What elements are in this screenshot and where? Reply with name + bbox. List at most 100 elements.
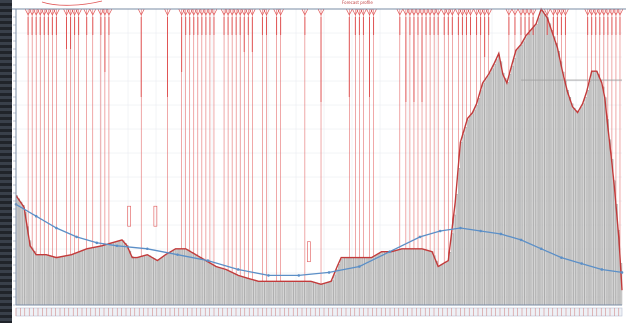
profile-bar xyxy=(204,259,207,306)
profile-bar xyxy=(193,253,196,306)
profile-bar xyxy=(595,70,598,306)
profile-bar xyxy=(66,255,69,306)
profile-bar xyxy=(460,142,463,306)
profile-bar xyxy=(189,250,192,306)
profile-bar xyxy=(322,283,325,306)
profile-bar xyxy=(515,50,518,306)
markers-layer xyxy=(24,8,624,285)
profile-bar xyxy=(569,97,572,306)
profile-bar xyxy=(458,168,460,306)
profile-bar xyxy=(53,256,56,306)
trend-point xyxy=(499,232,503,236)
profile-bar xyxy=(140,256,143,306)
profile-bar xyxy=(422,248,425,306)
profile-bar xyxy=(333,274,336,306)
trend-point xyxy=(34,214,38,218)
profile-bar xyxy=(33,250,36,306)
profile-bar xyxy=(398,249,400,306)
profile-bar xyxy=(358,257,360,306)
trend-point xyxy=(358,265,361,268)
profile-bar xyxy=(82,250,85,306)
trend-point xyxy=(418,235,422,239)
profile-bar xyxy=(415,248,418,306)
profile-bar xyxy=(571,103,574,306)
profile-bar xyxy=(502,72,505,306)
profile-bar xyxy=(98,246,100,306)
profile-bar xyxy=(271,281,274,306)
profile-bar xyxy=(409,248,412,306)
profile-bar xyxy=(186,249,189,306)
profile-bar xyxy=(329,281,332,306)
profile-bar xyxy=(442,263,445,306)
profile-bar xyxy=(533,26,536,306)
profile-bar xyxy=(373,256,376,306)
top-layer xyxy=(12,0,626,10)
trend-point xyxy=(206,259,210,262)
profile-bar xyxy=(431,251,434,306)
profile-bar xyxy=(144,255,147,306)
profile-layer xyxy=(15,7,623,291)
profile-bar xyxy=(266,281,269,306)
profile-bar xyxy=(526,34,529,306)
trend-layer xyxy=(14,203,624,277)
profile-bar xyxy=(577,111,580,306)
trend-point xyxy=(297,274,301,277)
profile-bar xyxy=(62,256,65,306)
profile-bar xyxy=(473,109,476,306)
profile-bar xyxy=(240,275,243,306)
profile-bar xyxy=(511,65,514,306)
profile-bar xyxy=(302,281,305,306)
trend-point xyxy=(327,271,331,274)
profile-bar xyxy=(75,252,78,306)
profile-bar xyxy=(289,281,292,306)
profile-bar xyxy=(244,277,247,306)
window-title-fragment: Forecast profile xyxy=(342,0,373,5)
profile-bar xyxy=(133,257,136,306)
grid-layer xyxy=(15,8,622,305)
profile-bar xyxy=(220,267,223,306)
profile-bar xyxy=(449,251,452,306)
profile-bar xyxy=(580,107,583,306)
profile-bar xyxy=(242,276,245,306)
profile-bar xyxy=(191,252,194,306)
profile-bar xyxy=(349,257,352,306)
profile-bar xyxy=(126,245,129,306)
profile-bar xyxy=(58,257,60,306)
profile-bar xyxy=(51,256,54,306)
profile-bar xyxy=(298,281,300,306)
profile-bar xyxy=(351,257,354,306)
profile-bar xyxy=(546,17,549,306)
trend-point xyxy=(115,244,119,248)
profile-bar xyxy=(115,241,118,306)
profile-bar xyxy=(433,255,436,306)
profile-bar xyxy=(386,251,389,306)
profile-bar xyxy=(171,250,174,306)
trend-point xyxy=(519,238,523,242)
profile-bar xyxy=(195,254,198,306)
profile-bar xyxy=(497,54,500,306)
profile-bar xyxy=(106,244,109,306)
profile-bar xyxy=(493,64,496,306)
profile-bar xyxy=(269,281,272,306)
profile-bar xyxy=(606,119,609,306)
profile-bar xyxy=(226,269,229,306)
profile-bar xyxy=(202,258,205,306)
profile-bar xyxy=(495,59,498,306)
profile-bar xyxy=(375,254,378,306)
profile-bar xyxy=(215,266,218,306)
profile-bar xyxy=(429,250,432,306)
profile-bar xyxy=(560,61,563,306)
profile-bar xyxy=(142,255,145,306)
trend-point xyxy=(600,268,604,271)
profile-bar xyxy=(369,257,372,306)
profile-bar xyxy=(324,282,327,306)
profile-bar xyxy=(444,262,447,306)
profile-bar xyxy=(391,251,394,306)
profile-bar xyxy=(200,257,203,306)
profile-bar xyxy=(18,198,20,306)
profile-bar xyxy=(589,80,592,306)
profile-bar xyxy=(304,281,307,306)
profile-bar xyxy=(424,249,427,306)
profile-bar xyxy=(89,248,92,306)
profile-bar xyxy=(231,271,234,306)
